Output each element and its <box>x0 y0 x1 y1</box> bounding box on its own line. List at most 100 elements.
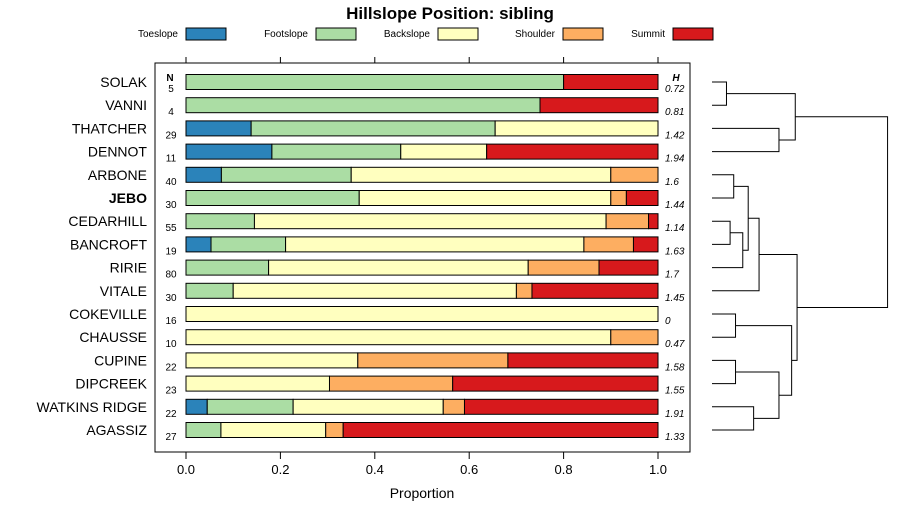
bar-bancroft-summit <box>632 236 659 253</box>
chart-title: Hillslope Position: sibling <box>346 4 554 23</box>
legend-label-shoulder: Shoulder <box>515 29 556 40</box>
x-axis-title: Proportion <box>390 485 455 501</box>
bar-arbone-backslope <box>350 166 612 183</box>
x-tick-label-4: 0.8 <box>555 462 573 477</box>
bar-ririe-summit <box>598 259 659 276</box>
bar-chausse-shoulder <box>610 329 659 346</box>
h-header: H <box>672 73 680 84</box>
h-value-agassiz: 1.33 <box>665 432 685 443</box>
legend: Toeslope Footslope Backslope Shoulder Summit <box>138 27 714 41</box>
bar-solak-footslope <box>185 74 565 90</box>
dendrogram-link-12 <box>735 325 793 396</box>
h-value-watkins-ridge: 1.91 <box>665 409 684 420</box>
legend-swatch-shoulder <box>562 27 604 41</box>
dendrogram-link-2 <box>726 93 796 141</box>
bar-chausse-backslope <box>185 329 612 346</box>
row-label-bancroft: BANCROFT <box>70 236 147 252</box>
bar-thatcher-toeslope <box>185 120 252 137</box>
row-label-dipcreek: DIPCREEK <box>75 376 147 392</box>
bar-dennot-toeslope <box>185 143 273 160</box>
bar-cokeville-backslope <box>185 306 659 322</box>
h-value-thatcher: 1.42 <box>665 130 685 141</box>
n-value-jebo: 30 <box>165 200 177 211</box>
bar-watkins-ridge-shoulder <box>442 398 465 415</box>
n-value-vitale: 30 <box>165 293 177 304</box>
bar-watkins-ridge-summit <box>463 398 659 415</box>
dendrogram-link-5 <box>712 232 744 269</box>
bar-bancroft-shoulder <box>583 236 634 253</box>
h-value-cedarhill: 1.14 <box>665 223 685 234</box>
h-value-bancroft: 1.63 <box>665 246 685 257</box>
x-tick-label-2: 0.4 <box>366 462 384 477</box>
h-value-chausse: 0.47 <box>665 339 685 350</box>
n-value-cupine: 22 <box>165 362 177 373</box>
bar-dennot-footslope <box>271 143 402 160</box>
bar-cedarhill-footslope <box>185 213 255 230</box>
bar-cedarhill-shoulder <box>605 213 650 230</box>
legend-label-summit: Summit <box>631 29 665 40</box>
bar-vitale-summit <box>531 282 659 299</box>
h-value-vanni: 0.81 <box>665 107 684 118</box>
row-label-agassiz: AGASSIZ <box>86 422 147 438</box>
h-value-dennot: 1.94 <box>665 154 685 165</box>
dendrogram-link-0 <box>712 81 727 106</box>
bar-cupine-summit <box>507 352 659 369</box>
bar-cedarhill-backslope <box>253 213 607 230</box>
bar-dennot-backslope <box>400 143 488 160</box>
row-labels: SOLAK 5 0.72 VANNI 4 0.81 THATCHER 29 1.42 DENNOT… <box>37 74 685 443</box>
bar-vitale-shoulder <box>515 282 533 299</box>
bar-agassiz-backslope <box>220 422 327 438</box>
bar-solak-summit <box>563 74 659 90</box>
n-value-chausse: 10 <box>165 339 177 350</box>
bar-bancroft-backslope <box>285 236 585 253</box>
legend-label-backslope: Backslope <box>384 29 431 40</box>
bar-cupine-backslope <box>185 352 359 369</box>
h-value-jebo: 1.44 <box>665 200 685 211</box>
x-tick-label-1: 0.2 <box>271 462 289 477</box>
h-value-cupine: 1.58 <box>665 362 685 373</box>
dendrogram-link-7 <box>712 217 760 292</box>
bar-arbone-toeslope <box>185 166 222 183</box>
dendrogram-link-11 <box>735 371 780 419</box>
h-value-vitale: 1.45 <box>665 293 685 304</box>
bar-dipcreek-backslope <box>185 375 330 392</box>
bar-dipcreek-shoulder <box>328 375 454 392</box>
bar-jebo-shoulder <box>610 190 627 206</box>
bar-vitale-backslope <box>232 282 517 299</box>
bar-arbone-shoulder <box>610 166 659 183</box>
bars <box>185 74 659 438</box>
n-value-solak: 5 <box>168 84 174 95</box>
bar-bancroft-toeslope <box>185 236 212 253</box>
x-tick-label-0: 0.0 <box>177 462 195 477</box>
bar-vanni-footslope <box>185 97 541 114</box>
h-value-solak: 0.72 <box>665 84 685 95</box>
bar-cedarhill-summit <box>648 213 659 230</box>
dendrogram-link-4 <box>712 220 731 245</box>
bar-agassiz-footslope <box>185 422 222 438</box>
x-tick-label-3: 0.6 <box>460 462 478 477</box>
bar-watkins-ridge-backslope <box>292 398 444 415</box>
bar-watkins-ridge-toeslope <box>185 398 208 415</box>
n-value-arbone: 40 <box>165 177 177 188</box>
bar-dipcreek-summit <box>452 375 659 392</box>
h-value-arbone: 1.6 <box>665 177 679 188</box>
row-label-cedarhill: CEDARHILL <box>68 213 147 229</box>
row-label-vanni: VANNI <box>105 97 147 113</box>
x-axis: 0.0 0.2 0.4 0.6 0.8 1.0 <box>177 57 667 477</box>
legend-swatch-toeslope <box>185 27 227 41</box>
row-label-vitale: VITALE <box>100 283 147 299</box>
row-label-cupine: CUPINE <box>94 352 147 368</box>
row-label-watkins-ridge: WATKINS RIDGE <box>37 399 147 415</box>
legend-swatch-summit <box>672 27 714 41</box>
bar-jebo-backslope <box>358 190 612 206</box>
n-value-watkins-ridge: 22 <box>165 409 177 420</box>
h-value-cokeville: 0 <box>665 316 671 327</box>
dendrogram-link-9 <box>712 359 737 385</box>
n-value-dipcreek: 23 <box>165 386 177 397</box>
n-value-bancroft: 19 <box>165 246 177 257</box>
bar-thatcher-backslope <box>494 120 659 137</box>
bar-thatcher-footslope <box>250 120 496 137</box>
legend-swatch-footslope <box>315 27 357 41</box>
n-value-ririe: 80 <box>165 270 177 281</box>
